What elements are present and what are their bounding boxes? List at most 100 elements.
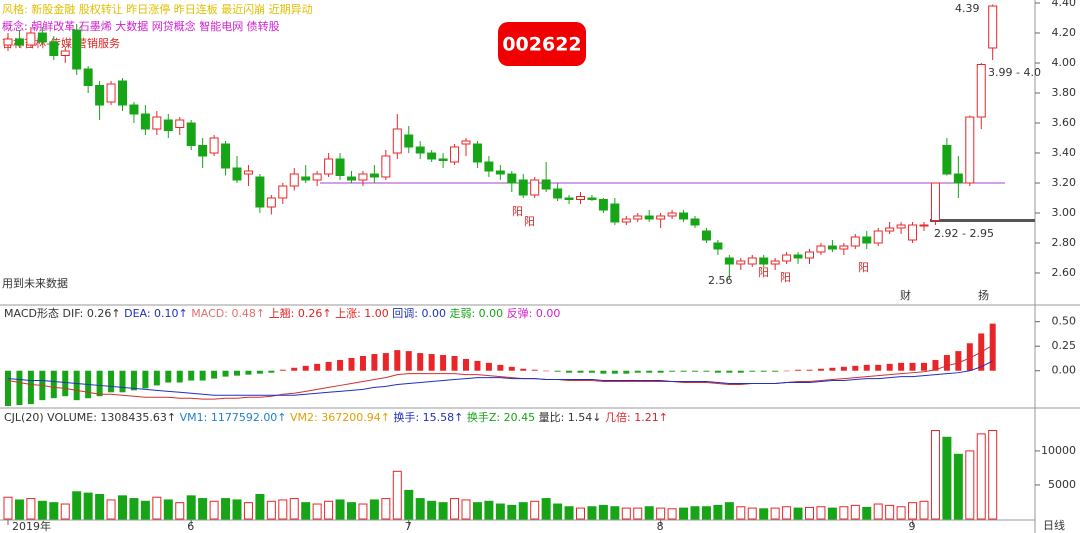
macd-bar [749, 370, 756, 372]
volume-bar [278, 499, 288, 520]
header-item: DIF: 0.26↑ [62, 307, 124, 320]
volume-bar [667, 508, 677, 520]
candle-body [713, 242, 723, 250]
macd-bar [669, 370, 676, 372]
macd-bar [829, 367, 836, 371]
macd-bar [142, 370, 149, 389]
macd-bar [795, 369, 802, 371]
volume-bar [598, 504, 608, 520]
macd-bar [451, 356, 458, 371]
volume-bar [850, 504, 860, 520]
candle-body [701, 230, 711, 241]
macd-bar [119, 370, 126, 393]
macd-bar [405, 351, 412, 371]
candle-body [667, 212, 677, 217]
macd-bar [886, 363, 893, 371]
volume-bar [656, 507, 666, 520]
candle-body [976, 64, 986, 118]
candle-body [896, 224, 906, 229]
macd-bar [234, 370, 240, 376]
candle-body [587, 197, 597, 200]
macd-bar [588, 370, 595, 373]
volume-bar [976, 433, 986, 520]
candle-body [415, 146, 425, 154]
volume-bar [988, 429, 998, 520]
macd-bar [577, 370, 584, 373]
code-badge [498, 22, 586, 66]
volume-bar [152, 496, 162, 520]
volume-bar [381, 498, 391, 520]
macd-bar [62, 370, 69, 397]
candle-body [3, 38, 13, 46]
volume-bar [862, 506, 872, 520]
candle-body [942, 145, 952, 175]
volume-bar [816, 506, 826, 520]
macd-bar [325, 361, 332, 371]
candle-body [95, 85, 105, 106]
y-tick-label: 4.40 [1052, 0, 1077, 9]
annotation: 阳 [780, 271, 791, 284]
candle-body [507, 173, 517, 184]
candle-body [175, 119, 185, 128]
volume-bar [530, 500, 540, 520]
y-tick-label: 4.00 [1052, 56, 1077, 69]
macd-bar [875, 364, 882, 371]
header-item: VOLUME: 1308435.63↑ [47, 411, 179, 424]
macd-bar [955, 351, 962, 371]
candle-body [862, 236, 872, 244]
volume-bar [335, 499, 345, 520]
volume-bar [392, 470, 402, 520]
volume-bar [644, 506, 654, 520]
volume-bar [129, 498, 139, 520]
header-item: 量比: 1.54↓ [539, 411, 605, 424]
macd-bar [176, 370, 183, 383]
volume-bar [759, 508, 769, 520]
header-item: 换手Z: 20.45 [467, 410, 539, 424]
volume-bar [541, 498, 551, 520]
volume-bar [140, 500, 150, 520]
candle-body [553, 188, 563, 199]
candle-body [26, 32, 36, 46]
y-tick-label: 3.20 [1052, 176, 1077, 189]
candle-body [369, 173, 379, 178]
macd-bar [657, 370, 664, 373]
candle-body [83, 68, 93, 86]
candle-body [209, 137, 219, 154]
candle-body [14, 38, 24, 46]
macd-bar [463, 358, 469, 371]
macd-bar [256, 370, 263, 374]
y-tick-label: 3.60 [1052, 116, 1077, 129]
header-item: 几倍: 1.21↑ [605, 410, 668, 424]
annotation: 2.92 - 2.95 [934, 227, 994, 240]
header-item: DEA: 0.10↑ [124, 307, 191, 320]
candle-body [358, 173, 368, 181]
macd-bar [703, 370, 710, 372]
volume-bar [3, 496, 13, 520]
macd-bar [806, 369, 813, 371]
annotation: 2.56 [708, 274, 733, 287]
annotation: 4.39 [955, 2, 980, 15]
header-item: 换手: 15.58↑ [393, 410, 466, 424]
panel-header: MACD形态 DIF: 0.26↑ DEA: 0.10↑ MACD: 0.48↑… [4, 306, 560, 320]
candle-body [747, 257, 757, 265]
candle-body [49, 41, 59, 56]
volume-bar [243, 502, 253, 520]
y-tick-label: 0.25 [1052, 339, 1077, 352]
macd-bar [268, 370, 275, 373]
annotation: 扬 [978, 288, 989, 302]
header-item: 回调: 0.00 [392, 307, 449, 320]
candle-body [541, 179, 551, 190]
volume-bar [896, 506, 906, 520]
candle-body [221, 143, 231, 169]
volume-bar [358, 503, 368, 520]
macd-bar [165, 370, 172, 383]
candle-body [312, 173, 322, 181]
volume-bar [908, 502, 918, 520]
y-tick-label: 5000 [1048, 478, 1076, 491]
candle-body [827, 245, 837, 250]
stock-code: 002622 [502, 34, 581, 56]
macd-bar [279, 369, 286, 371]
macd-bar [863, 364, 870, 371]
volume-bar [484, 500, 494, 520]
candle-body [163, 119, 173, 131]
